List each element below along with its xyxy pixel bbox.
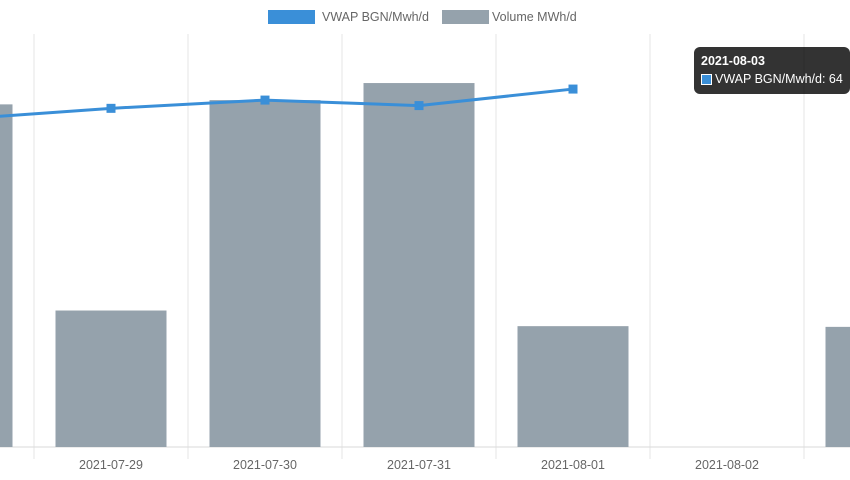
vwap-point-2021-07-31 bbox=[414, 101, 424, 111]
tooltip: 2021-08-03 VWAP BGN/Mwh/d: 64 bbox=[694, 47, 850, 94]
tooltip-text: VWAP BGN/Mwh/d: 64 bbox=[715, 72, 843, 86]
x-tick-label: 2021-07-30 bbox=[233, 458, 297, 472]
bar-2021-07-29 bbox=[55, 310, 167, 447]
legend-label-volume: Volume MWh/d bbox=[492, 10, 577, 24]
x-tick-label: 2021-08-02 bbox=[695, 458, 759, 472]
vwap-point-2021-08-01 bbox=[568, 84, 578, 94]
x-tick-label: 2021-08-01 bbox=[541, 458, 605, 472]
bar-2021-07-31 bbox=[363, 83, 475, 448]
bar-2021-07-28 bbox=[0, 104, 13, 447]
tooltip-row: VWAP BGN/Mwh/d: 64 bbox=[701, 70, 843, 88]
bar-2021-08-03 bbox=[825, 326, 850, 447]
legend-swatch-volume bbox=[442, 10, 489, 24]
legend-swatch-vwap bbox=[268, 10, 315, 24]
bar-2021-07-30 bbox=[209, 100, 321, 448]
x-tick-label: 2021-07-29 bbox=[79, 458, 143, 472]
bar-2021-08-01 bbox=[517, 326, 629, 447]
legend-label-vwap: VWAP BGN/Mwh/d bbox=[322, 10, 429, 24]
tooltip-title: 2021-08-03 bbox=[701, 54, 765, 68]
x-tick-label: 2021-07-31 bbox=[387, 458, 451, 472]
tooltip-swatch bbox=[701, 73, 712, 85]
vwap-point-2021-07-29 bbox=[106, 103, 116, 113]
vwap-point-2021-07-30 bbox=[260, 95, 270, 105]
